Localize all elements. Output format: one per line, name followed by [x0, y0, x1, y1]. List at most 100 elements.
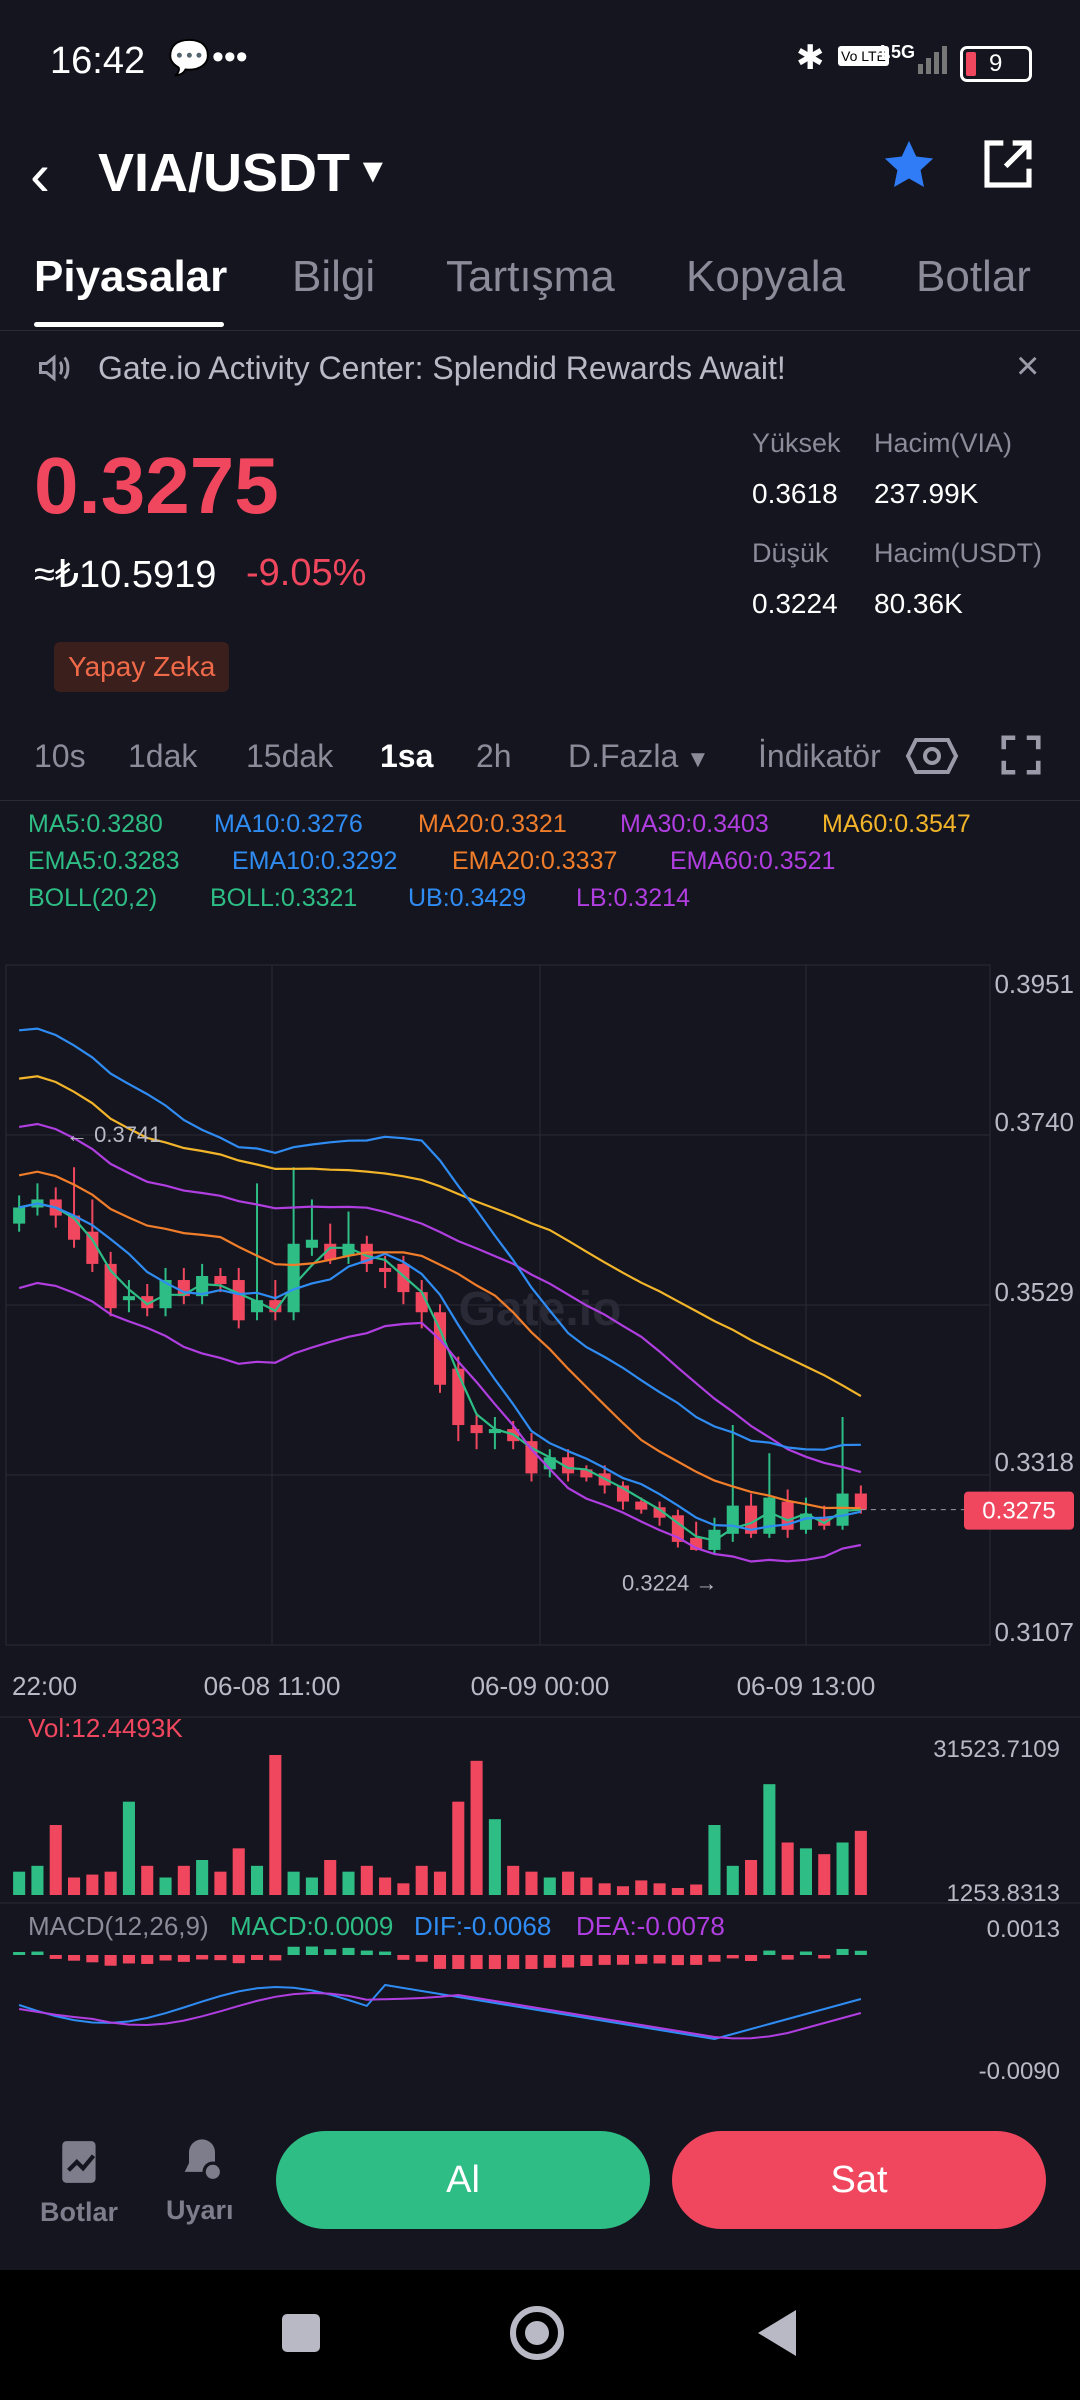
watermark: Gate.io: [459, 1283, 622, 1336]
tf-more[interactable]: D.Fazla: [568, 738, 679, 774]
y-tick-label: 0.3529: [994, 1277, 1074, 1307]
ai-tag[interactable]: Yapay Zeka: [54, 642, 230, 692]
macd-bar: [562, 1955, 575, 1968]
macd-bar: [726, 1955, 739, 1959]
indicator-button[interactable]: İndikatör: [758, 738, 881, 774]
volume-bar: [580, 1877, 593, 1895]
system-nav-bar: [0, 2270, 1080, 2400]
alert-icon[interactable]: [176, 2135, 228, 2192]
back-icon[interactable]: ‹: [30, 141, 50, 208]
candle-body: [433, 1312, 447, 1385]
buy-button[interactable]: Al: [276, 2131, 650, 2229]
volume-bar: [543, 1877, 556, 1895]
macd-bar: [781, 1955, 794, 1960]
banner-text: Gate.io Activity Center: Splendid Reward…: [98, 350, 786, 386]
tab-tartisma[interactable]: Tartışma: [446, 252, 615, 301]
volume-bar: [250, 1865, 264, 1895]
settings-hex-icon[interactable]: [904, 734, 960, 783]
pair-header: ‹ VIA/USDT ▼: [0, 130, 1080, 230]
legend-ma5: MA5:0.3280: [28, 810, 163, 838]
volume-bar: [397, 1883, 410, 1895]
status-time: 16:42: [50, 40, 146, 82]
chevron-down-icon[interactable]: ▼: [356, 152, 390, 190]
recents-icon[interactable]: [282, 2314, 320, 2352]
volume-bar: [799, 1848, 812, 1895]
macd-bar: [287, 1946, 300, 1955]
volume-bar: [86, 1874, 99, 1895]
bots-icon[interactable]: [56, 2137, 106, 2192]
candle-body: [836, 1493, 849, 1526]
volume-bar: [525, 1871, 538, 1895]
ma30-line: [18, 1122, 862, 1474]
legend-ema60: EMA60:0.3521: [670, 847, 836, 875]
candle-body: [488, 1429, 501, 1434]
macd-bar: [104, 1955, 117, 1966]
macd-bar: [635, 1955, 648, 1964]
volume-bar: [562, 1871, 575, 1895]
macd-bar: [159, 1955, 172, 1961]
macd-bar: [854, 1950, 867, 1955]
tab-bilgi[interactable]: Bilgi: [292, 252, 376, 301]
network-type: 4.5G: [876, 42, 916, 62]
pair-title[interactable]: VIA/USDT: [98, 143, 351, 203]
more-dots-icon: •••: [212, 38, 248, 76]
volume-bar: [470, 1760, 483, 1895]
tf-1dak[interactable]: 1dak: [128, 738, 198, 774]
volume-via-value: 237.99K: [874, 478, 979, 509]
candle-body: [379, 1267, 392, 1272]
candlestick-chart[interactable]: 0.3951 0.3740 0.3529 0.3318 0.3107 Gate.io ← 0…: [0, 945, 1080, 2085]
home-icon[interactable]: [510, 2306, 564, 2360]
volume-bar: [360, 1865, 373, 1895]
ma60-line: [18, 1075, 862, 1398]
legend-ema5: EMA5:0.3283: [28, 847, 180, 875]
share-icon[interactable]: [980, 136, 1036, 197]
tab-kopyala[interactable]: Kopyala: [686, 252, 846, 301]
low-label: Düşük: [752, 538, 829, 568]
macd-bar: [818, 1955, 831, 1959]
active-tab-indicator: [34, 322, 224, 327]
candle-body: [13, 1207, 26, 1224]
legend-boll: BOLL(20,2): [28, 884, 158, 912]
bottom-action-bar: Botlar Uyarı Al Sat: [0, 2085, 1080, 2275]
volume-bar: [836, 1842, 849, 1895]
boll-lower-line: [18, 1281, 862, 1563]
alerts-label[interactable]: Uyarı: [166, 2195, 234, 2225]
back-nav-icon[interactable]: [756, 2308, 798, 2363]
volume-max-label: 31523.7109: [933, 1736, 1060, 1763]
volume-bar: [324, 1860, 337, 1895]
tf-2h[interactable]: 2h: [476, 738, 512, 774]
star-icon[interactable]: [880, 136, 938, 199]
speaker-icon: [34, 350, 74, 391]
tf-15dak[interactable]: 15dak: [246, 738, 334, 774]
volume-bar: [342, 1871, 355, 1895]
macd-bar: [360, 1950, 373, 1955]
chevron-down-icon[interactable]: ▼: [686, 746, 710, 773]
candle-body: [397, 1263, 410, 1293]
macd-bar: [379, 1951, 392, 1955]
volume-bar: [269, 1755, 282, 1895]
candle-body: [562, 1457, 575, 1474]
tab-botlar[interactable]: Botlar: [916, 252, 1031, 301]
fullscreen-icon[interactable]: [998, 732, 1044, 783]
legend-ma30: MA30:0.3403: [620, 810, 769, 838]
candle-body: [287, 1243, 300, 1313]
candle-body: [818, 1517, 831, 1526]
macd-min-label: -0.0090: [979, 2058, 1060, 2085]
macd-bar: [543, 1955, 556, 1968]
close-icon[interactable]: ×: [1016, 344, 1040, 388]
announcement-banner[interactable]: Gate.io Activity Center: Splendid Reward…: [0, 340, 1080, 400]
bots-label[interactable]: Botlar: [40, 2197, 119, 2227]
volume-bar: [653, 1883, 666, 1895]
candle-body: [305, 1239, 318, 1248]
macd-bar: [616, 1955, 630, 1965]
tab-piyasalar[interactable]: Piyasalar: [34, 252, 228, 301]
volume-bar: [68, 1877, 81, 1895]
tf-10s[interactable]: 10s: [34, 738, 86, 774]
tf-1sa[interactable]: 1sa: [380, 738, 434, 774]
last-price-tag: [964, 1491, 1074, 1530]
candle-body: [141, 1296, 154, 1309]
y-tick-label: 0.3740: [994, 1107, 1074, 1137]
candle-body: [470, 1425, 483, 1434]
sell-button[interactable]: Sat: [672, 2131, 1046, 2229]
volume-bar: [415, 1865, 428, 1895]
